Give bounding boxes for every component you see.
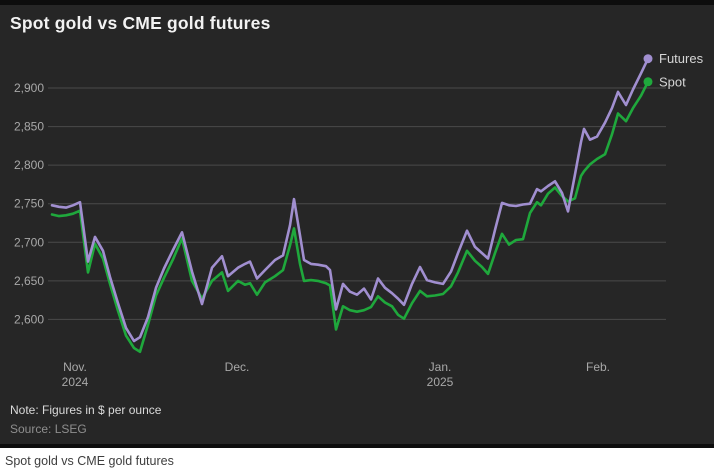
y-tick-label: 2,850 (14, 120, 44, 134)
y-tick-label: 2,700 (14, 235, 44, 249)
spot-end-dot (643, 77, 653, 87)
y-tick-label: 2,600 (14, 312, 44, 326)
page-caption: Spot gold vs CME gold futures (0, 448, 714, 473)
futures-line (50, 57, 650, 343)
spot-line (50, 80, 650, 354)
line-chart: 2,9002,8502,8002,7502,7002,6502,600Nov.2… (14, 51, 704, 389)
x-axis-label: Dec. (225, 360, 250, 374)
x-axis-label: 2024 (62, 375, 89, 389)
chart-card: Spot gold vs CME gold futures 2,900 2,850… (0, 0, 714, 448)
x-axis-label: Jan. (429, 360, 452, 374)
chart-title: Spot gold vs CME gold futures (10, 13, 271, 33)
x-axis-label: 2025 (427, 375, 454, 389)
futures-end-dot (643, 54, 653, 64)
y-tick-label: 2,750 (14, 197, 44, 211)
x-axis-label: Feb. (586, 360, 610, 374)
y-tick-label: 2,900 (14, 81, 44, 95)
chart-source: Source: LSEG (10, 422, 87, 436)
y-tick-label: 2,800 (14, 158, 44, 172)
legend-label-futures: Futures (659, 51, 704, 66)
x-axis-label: Nov. (63, 360, 87, 374)
legend-label-spot: Spot (659, 74, 686, 89)
chart-note: Note: Figures in $ per ounce (10, 403, 162, 417)
y-tick-label: 2,650 (14, 274, 44, 288)
